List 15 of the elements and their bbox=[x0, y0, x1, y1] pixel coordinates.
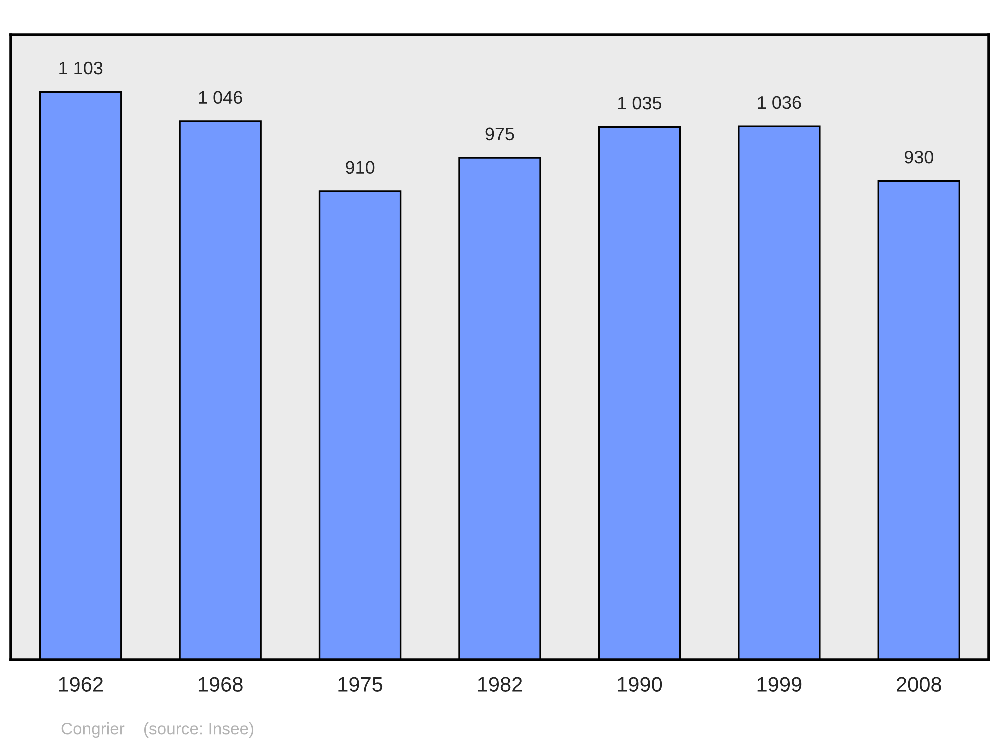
data-label: 1 035 bbox=[618, 96, 662, 110]
data-label: 975 bbox=[486, 128, 514, 141]
x-tick-label: 1982 bbox=[478, 677, 522, 692]
text: Congrier (source: Insee) bbox=[62, 722, 254, 738]
x-tick-label: 1990 bbox=[618, 677, 662, 692]
data-label: 1 036 bbox=[758, 96, 802, 110]
x-tick-label: 1999 bbox=[758, 677, 802, 692]
x-tick-label: 2008 bbox=[897, 677, 942, 692]
data-label: 930 bbox=[904, 150, 934, 164]
data-label: 1 103 bbox=[60, 62, 103, 75]
x-tick-label: 1968 bbox=[198, 677, 243, 692]
data-label: 910 bbox=[346, 161, 375, 174]
data-label: 1 046 bbox=[199, 91, 242, 104]
x-tick-label: 1975 bbox=[338, 677, 383, 692]
x-tick-label: 1962 bbox=[59, 677, 103, 692]
